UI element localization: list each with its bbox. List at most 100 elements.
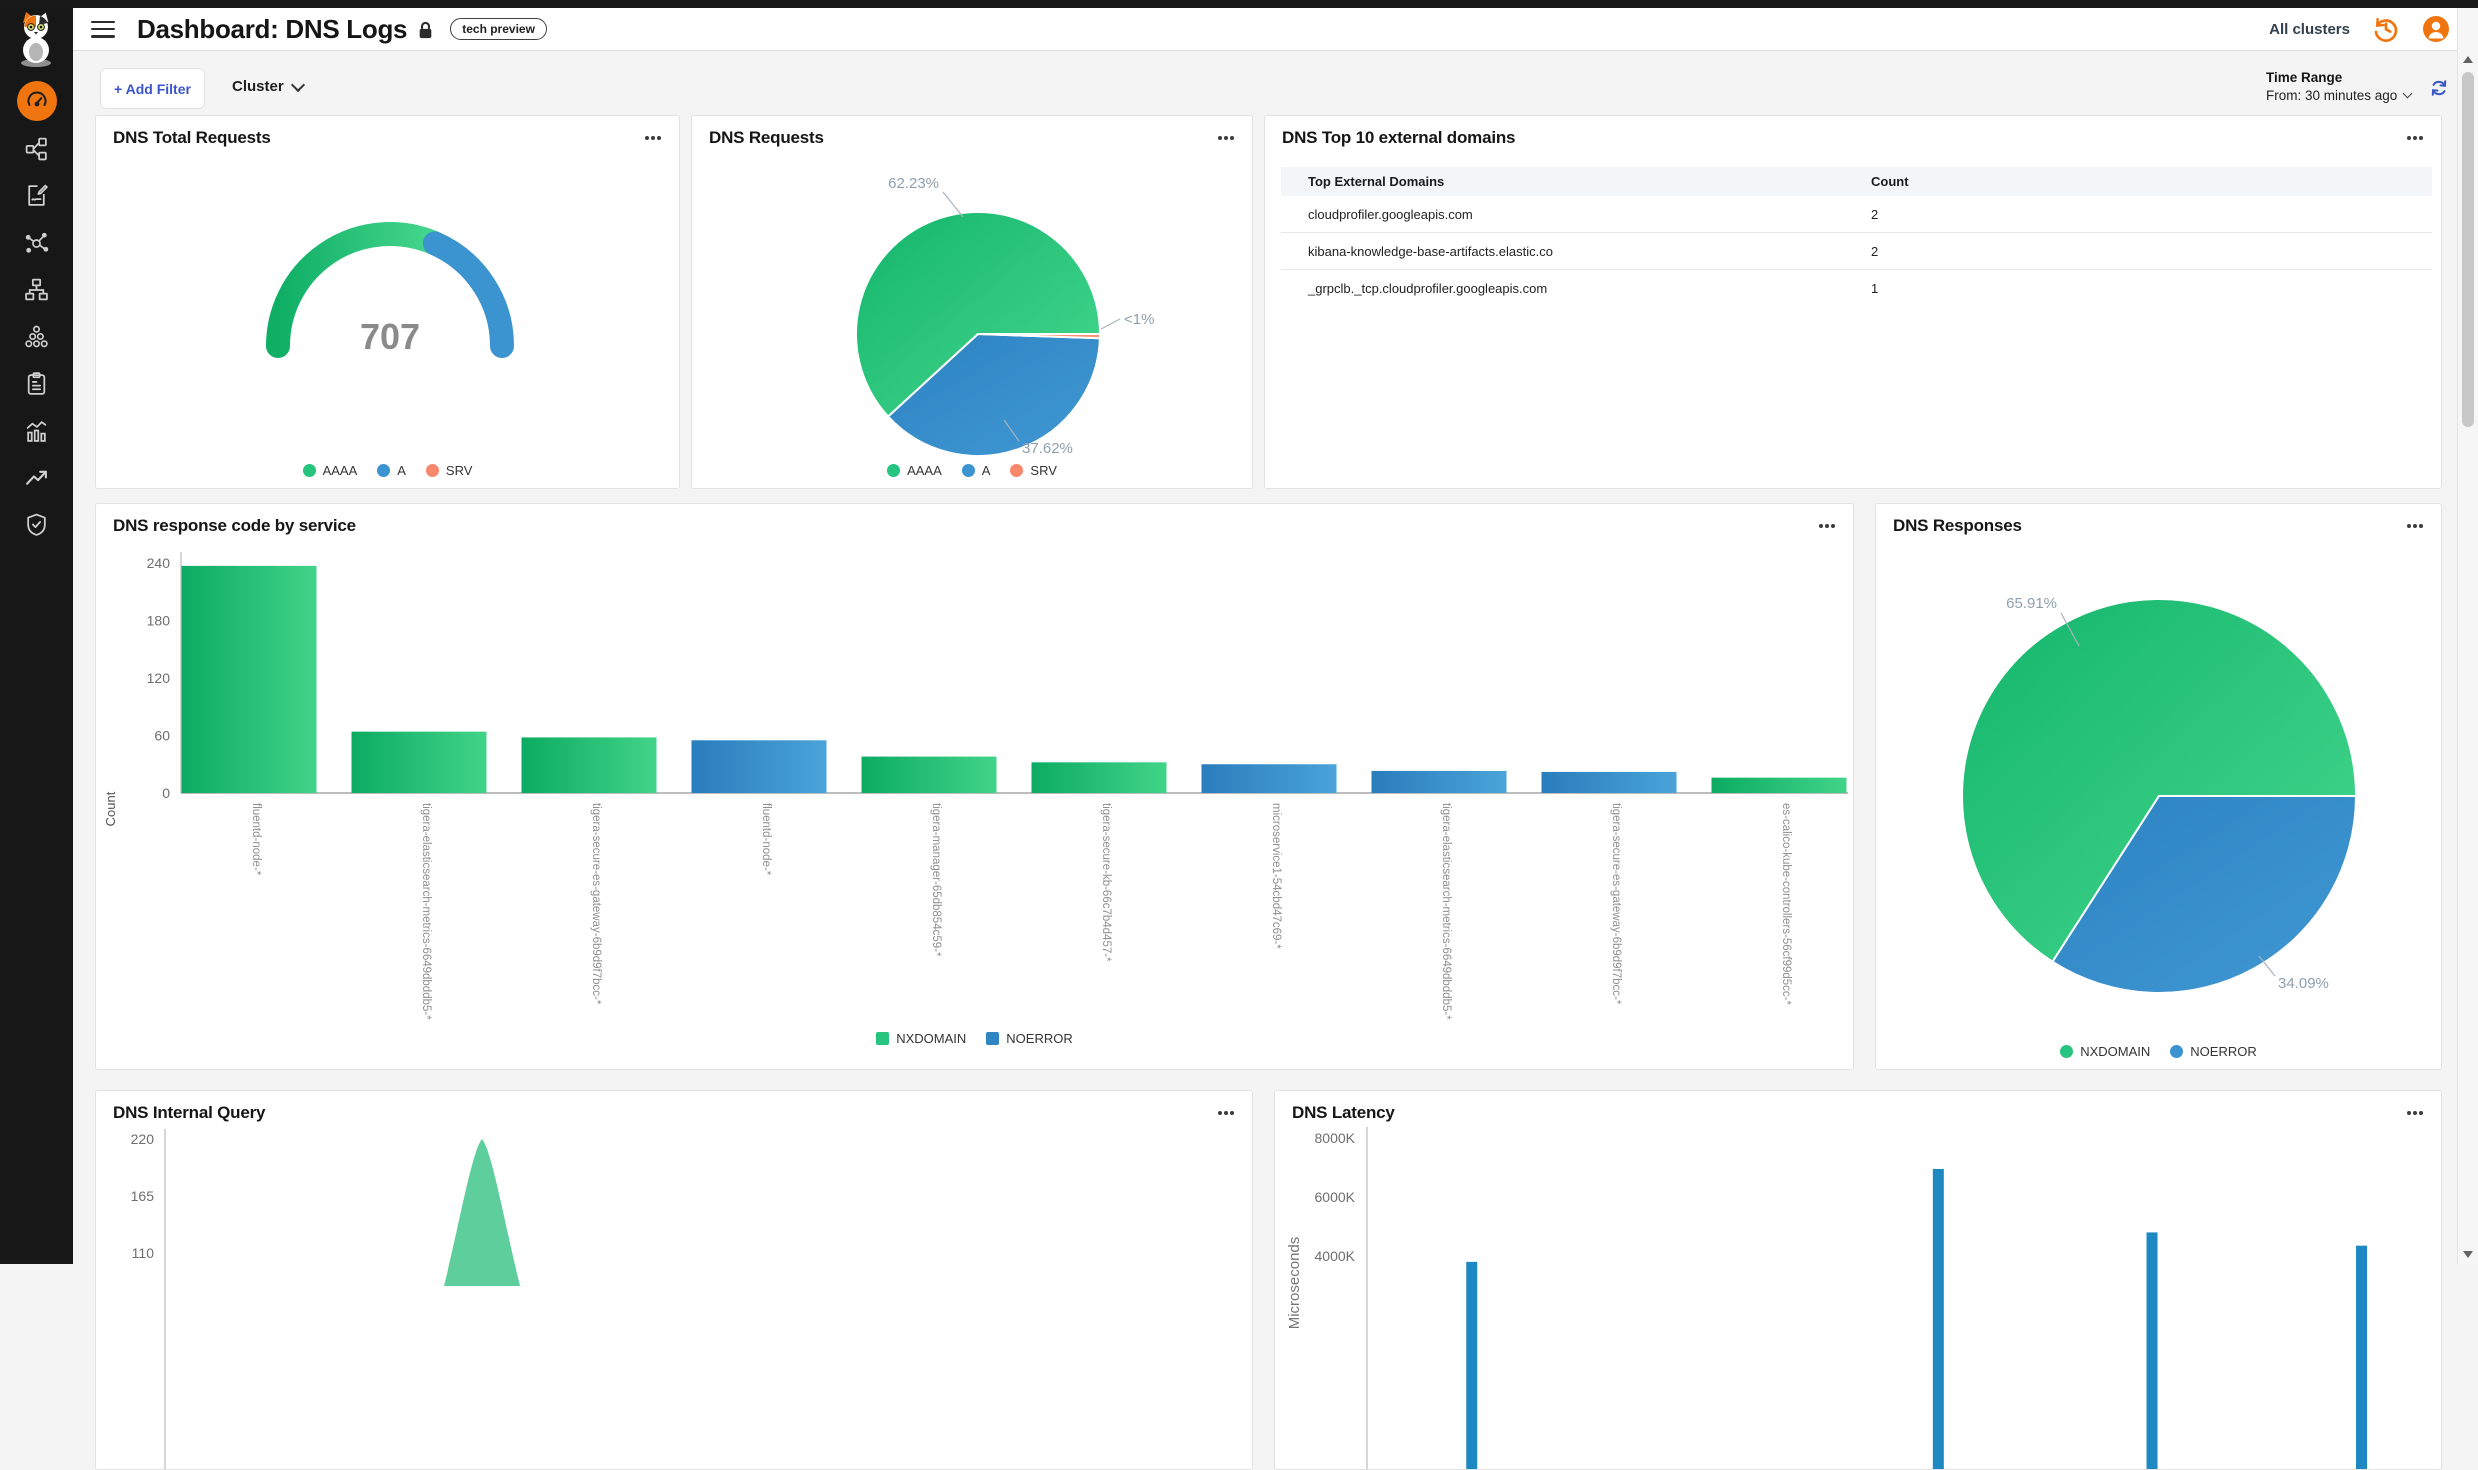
domain-cell: kibana-knowledge-base-artifacts.elastic.…: [1308, 243, 1553, 259]
sidebar-item-flow-visualizations[interactable]: [24, 229, 50, 255]
sidebar-item-compliance-reports[interactable]: [24, 370, 50, 396]
panel-title: DNS Responses: [1893, 516, 2022, 535]
svg-text:707: 707: [360, 316, 420, 357]
sidebar-nav: [0, 81, 73, 537]
legend-label: AAAA: [322, 463, 358, 478]
panel-menu-button[interactable]: [2413, 524, 2417, 528]
sitemap-icon: [25, 278, 48, 300]
svg-text:tigera-secure-es-gateway-6b9d9: tigera-secure-es-gateway-6b9d9f7bcc-*: [590, 803, 602, 1005]
svg-text:180: 180: [147, 613, 171, 629]
svg-text:120: 120: [147, 670, 171, 686]
dns-internal-query-area-chart: 220 165 110: [131, 1129, 521, 1469]
dns-responses-pie-chart: 65.91% 34.09%: [1961, 595, 2358, 994]
sidebar-item-service-graph[interactable]: [24, 135, 50, 161]
time-range-value: From: 30 minutes ago: [2266, 88, 2398, 103]
chevron-down-icon: [290, 77, 305, 92]
column-header-domains: Top External Domains: [1308, 174, 1445, 189]
sidebar-item-threat-defense[interactable]: [24, 511, 50, 537]
calico-cat-logo[interactable]: [11, 10, 61, 68]
legend-item-NXDOMAIN[interactable]: NXDOMAIN: [876, 1031, 966, 1046]
legend-label: SRV: [1030, 463, 1057, 478]
legend-marker: [876, 1032, 890, 1045]
panel-title: DNS Latency: [1292, 1103, 1395, 1122]
svg-text:8000K: 8000K: [1315, 1130, 1356, 1146]
svg-text:37.62%: 37.62%: [1022, 440, 1073, 457]
history-icon[interactable]: [2372, 15, 2400, 43]
all-clusters-selector[interactable]: All clusters: [2269, 20, 2350, 38]
scroll-down-arrow[interactable]: [2463, 1251, 2473, 1258]
sidebar-item-trends[interactable]: [24, 464, 50, 490]
panel-title: DNS Internal Query: [113, 1103, 266, 1122]
panel-title: DNS response code by service: [113, 516, 356, 535]
scrollbar-thumb[interactable]: [2462, 72, 2474, 427]
legend-marker: [425, 464, 439, 477]
panel-menu-button[interactable]: [1825, 524, 1829, 528]
legend-item-SRV[interactable]: SRV: [1010, 463, 1057, 478]
time-range-selector[interactable]: Time Range From: 30 minutes ago: [2266, 70, 2413, 103]
policy-document-icon: [28, 184, 48, 206]
legend-label: SRV: [445, 463, 473, 478]
dns-response-code-bar-chart: 0 60 120 180 240 Count fluentd-node-* tigera-el…: [103, 552, 1848, 1020]
add-filter-button[interactable]: + Add Filter: [100, 68, 205, 109]
shield-check-icon: [27, 513, 46, 536]
legend-item-NXDOMAIN[interactable]: NXDOMAIN: [2060, 1044, 2150, 1059]
legend-item-AAAA[interactable]: AAAA: [302, 463, 358, 478]
panel-menu-button[interactable]: [1224, 1111, 1228, 1115]
svg-text:tigera-manager-65db854c59-*: tigera-manager-65db854c59-*: [930, 803, 942, 957]
panel-menu-button[interactable]: [1224, 136, 1228, 140]
sidebar-item-statistics[interactable]: [24, 417, 50, 443]
legend-marker: [377, 464, 391, 477]
page-title: Dashboard: DNS Logs: [137, 13, 408, 44]
table-row: _grpclb._tcp.cloudprofiler.googleapis.co…: [1281, 270, 2432, 306]
legend-marker: [302, 464, 316, 477]
user-avatar[interactable]: [2422, 15, 2450, 43]
legend-item-NOERROR[interactable]: NOERROR: [2170, 1044, 2257, 1059]
hamburger-menu-button[interactable]: [91, 20, 115, 38]
legend-item-A[interactable]: A: [377, 463, 406, 478]
count-cell: 1: [1871, 280, 1879, 296]
svg-text:Microseconds: Microseconds: [1286, 1237, 1303, 1330]
panel-dns-requests: DNS Requests 62.23% 37.62% <1% AAAA A SRV: [691, 115, 1253, 489]
svg-text:tigera-elasticsearch-metrics-6: tigera-elasticsearch-metrics-6649dbddb5-…: [1440, 803, 1452, 1020]
svg-text:<1%: <1%: [1124, 311, 1154, 328]
panel-dns-responses: DNS Responses 65.91% 34.09% NXDOMAIN NOERR…: [1875, 503, 2442, 1070]
legend-item-AAAA[interactable]: AAAA: [887, 463, 942, 478]
sidebar-item-clusters[interactable]: [24, 323, 50, 349]
legend-label: A: [981, 463, 991, 478]
svg-text:110: 110: [132, 1245, 155, 1261]
top-header: Dashboard: DNS Logs tech preview All clu…: [73, 8, 2478, 51]
panel-menu-button[interactable]: [651, 136, 655, 140]
svg-text:fluentd-node-*: fluentd-node-*: [760, 803, 772, 876]
svg-text:65.91%: 65.91%: [2006, 595, 2057, 612]
service-graph-icon: [25, 137, 47, 160]
refresh-button[interactable]: [2428, 77, 2450, 99]
panel-menu-button[interactable]: [2413, 136, 2417, 140]
clipboard-icon: [27, 371, 46, 395]
panel-title: DNS Total Requests: [113, 128, 271, 147]
vertical-scrollbar[interactable]: [2457, 8, 2478, 1264]
svg-text:62.23%: 62.23%: [888, 175, 939, 192]
panel-dns-latency: DNS Latency 8000K 6000K 4000K Microseconds: [1274, 1090, 2442, 1470]
flow-hub-icon: [25, 232, 49, 253]
panel-title: DNS Requests: [709, 128, 824, 147]
legend-item-NOERROR[interactable]: NOERROR: [986, 1031, 1073, 1046]
sidebar-item-dashboards[interactable]: [16, 81, 57, 121]
panel-menu-button[interactable]: [2413, 1111, 2417, 1115]
panel-dns-response-code-by-service: DNS response code by service 0 60 120 180 24…: [95, 503, 1854, 1070]
lock-icon: [419, 21, 432, 38]
legend-marker: [1010, 464, 1024, 477]
cluster-dropdown[interactable]: Cluster: [232, 77, 305, 95]
dashboard-gauge-icon: [27, 91, 46, 107]
svg-text:Count: Count: [103, 791, 118, 826]
legend-item-A[interactable]: A: [961, 463, 991, 478]
table-header-row: Top External Domains Count: [1281, 167, 2432, 196]
domain-cell: cloudprofiler.googleapis.com: [1308, 206, 1473, 222]
legend-item-SRV[interactable]: SRV: [425, 463, 473, 478]
scroll-up-arrow[interactable]: [2463, 56, 2473, 63]
sidebar-item-policies[interactable]: [24, 182, 50, 208]
sidebar-item-network-topology[interactable]: [24, 276, 50, 302]
legend-marker: [961, 464, 975, 477]
chevron-down-icon: [2402, 88, 2413, 99]
svg-text:34.09%: 34.09%: [2278, 975, 2329, 992]
panel-dns-internal-query: DNS Internal Query 220 165 110: [95, 1090, 1253, 1470]
